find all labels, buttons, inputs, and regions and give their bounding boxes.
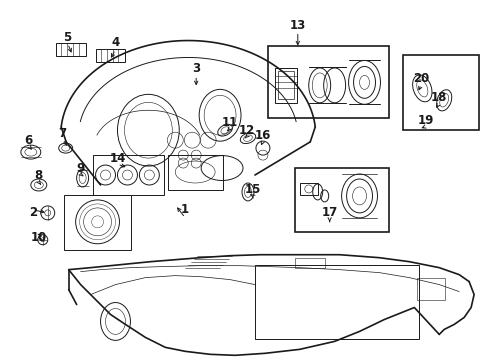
Text: 8: 8 bbox=[35, 168, 43, 181]
Bar bbox=[95, 49, 125, 62]
Text: 12: 12 bbox=[238, 124, 255, 137]
Bar bbox=[416, 278, 444, 300]
Bar bbox=[56, 42, 85, 57]
Bar bbox=[294, 168, 388, 232]
Bar bbox=[294, 258, 324, 268]
Text: 20: 20 bbox=[412, 72, 428, 85]
Bar bbox=[277, 71, 293, 99]
Bar bbox=[254, 265, 419, 339]
Bar bbox=[274, 68, 296, 103]
Text: 4: 4 bbox=[111, 36, 120, 49]
Text: 11: 11 bbox=[222, 116, 238, 129]
Text: 9: 9 bbox=[76, 162, 84, 175]
Text: 17: 17 bbox=[321, 206, 337, 219]
Text: 6: 6 bbox=[25, 134, 33, 147]
Text: 3: 3 bbox=[192, 62, 200, 75]
Text: 18: 18 bbox=[430, 91, 447, 104]
Bar bbox=[267, 45, 388, 118]
Bar bbox=[403, 55, 478, 130]
Text: 10: 10 bbox=[31, 231, 47, 244]
Text: 15: 15 bbox=[244, 184, 261, 197]
Text: 7: 7 bbox=[59, 127, 67, 140]
Text: 1: 1 bbox=[181, 203, 189, 216]
Text: 14: 14 bbox=[109, 152, 125, 165]
Text: 13: 13 bbox=[289, 19, 305, 32]
Bar bbox=[168, 155, 223, 190]
Bar bbox=[63, 195, 131, 250]
Bar bbox=[92, 155, 164, 195]
Text: 5: 5 bbox=[63, 31, 72, 44]
Bar bbox=[299, 183, 317, 195]
Text: 16: 16 bbox=[254, 129, 270, 142]
Text: 2: 2 bbox=[29, 206, 37, 219]
Text: 19: 19 bbox=[417, 114, 434, 127]
